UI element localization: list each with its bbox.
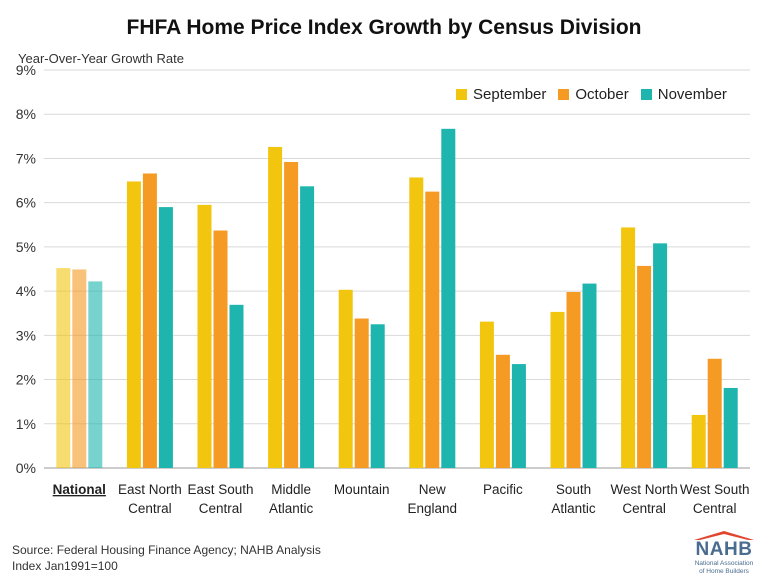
legend-label-october: October <box>575 86 629 103</box>
x-tick-label: East South <box>187 482 253 497</box>
y-tick-label: 9% <box>16 62 36 78</box>
bar <box>88 281 103 468</box>
y-tick-label: 7% <box>16 150 36 166</box>
bar <box>370 324 385 468</box>
y-tick-label: 2% <box>16 372 36 388</box>
x-tick-label: National <box>53 482 106 497</box>
legend-label-november: November <box>657 86 727 103</box>
x-tick-label: East North <box>118 482 182 497</box>
bar <box>284 161 299 468</box>
logo-subtitle-line2: of Home Builders <box>699 568 749 575</box>
chart-title: FHFA Home Price Index Growth by Census D… <box>126 16 642 39</box>
x-tick-label: England <box>408 501 458 516</box>
legend-item-november: November <box>640 86 727 103</box>
bar <box>637 265 652 468</box>
bar <box>56 268 71 468</box>
y-tick-label: 0% <box>16 460 36 476</box>
x-tick-label: Central <box>128 501 172 516</box>
bar <box>495 354 510 468</box>
roof-icon <box>694 531 754 540</box>
y-tick-label: 4% <box>16 283 36 299</box>
bar <box>409 177 424 468</box>
bar <box>621 227 636 468</box>
bar <box>158 207 173 469</box>
legend: September October November <box>456 86 727 103</box>
bar <box>338 289 353 468</box>
bar <box>691 414 706 468</box>
bar <box>229 304 244 468</box>
y-tick-label: 6% <box>16 195 36 211</box>
legend-swatch-october <box>558 89 570 100</box>
bar <box>425 191 440 468</box>
logo-wordmark: NAHB <box>695 539 753 560</box>
x-tick-label: Middle <box>271 482 311 497</box>
source-text: Source: Federal Housing Finance Agency; … <box>12 543 321 557</box>
bar <box>72 269 87 468</box>
x-tick-label: Central <box>199 501 243 516</box>
x-tick-label: Atlantic <box>269 501 314 516</box>
legend-swatch-november <box>640 89 652 100</box>
bar <box>550 311 565 468</box>
bar <box>479 321 494 468</box>
legend-label-september: September <box>473 86 547 103</box>
y-axis-label: Year-Over-Year Growth Rate <box>18 51 184 66</box>
x-tick-label: West North <box>610 482 677 497</box>
bar <box>300 186 315 468</box>
x-tick-label: Mountain <box>334 482 390 497</box>
bar <box>268 146 283 469</box>
x-tick-label: Central <box>622 501 666 516</box>
bar <box>142 173 157 469</box>
y-tick-label: 5% <box>16 239 36 255</box>
x-tick-label: Atlantic <box>551 501 596 516</box>
legend-swatch-september <box>456 89 467 100</box>
legend-item-september: September <box>456 86 546 103</box>
y-tick-label: 3% <box>16 327 36 343</box>
nahb-logo: NAHB National Association of Home Builde… <box>682 530 766 576</box>
bar <box>653 243 668 468</box>
x-tick-label: Central <box>693 501 737 516</box>
legend-item-october: October <box>558 86 629 103</box>
y-tick-label: 8% <box>16 106 36 122</box>
x-tick-label: South <box>556 482 591 497</box>
bar <box>354 318 369 468</box>
bar <box>213 230 228 468</box>
bar <box>126 181 141 468</box>
logo-subtitle: National Association of Home Builders <box>682 560 766 576</box>
x-tick-label: New <box>419 482 446 497</box>
x-tick-label: Pacific <box>483 482 523 497</box>
bar <box>723 387 738 468</box>
x-tick-label: West South <box>680 482 750 497</box>
source-note: Source: Federal Housing Finance Agency; … <box>12 542 321 574</box>
bar <box>511 364 526 468</box>
bar <box>582 283 597 468</box>
bar <box>566 291 581 468</box>
index-note: Index Jan1991=100 <box>12 559 118 573</box>
y-tick-label: 1% <box>16 416 36 432</box>
logo-subtitle-line1: National Association <box>694 560 754 567</box>
bar <box>197 204 212 468</box>
bar <box>441 128 456 468</box>
bar <box>707 358 722 468</box>
